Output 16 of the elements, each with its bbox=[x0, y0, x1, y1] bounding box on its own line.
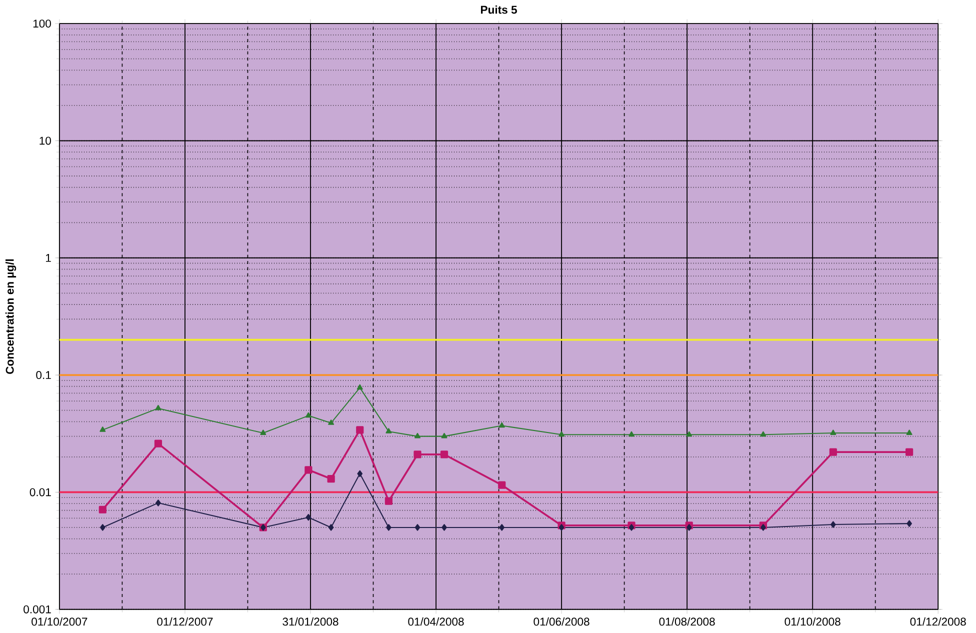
chart-title: Puits 5 bbox=[481, 5, 517, 14]
y-axis-title: Concentration en µg/l bbox=[5, 259, 16, 374]
x-tick-label: 01/10/2007 bbox=[32, 617, 88, 626]
y-tick-label: 1 bbox=[46, 254, 51, 262]
y-tick-label: 10 bbox=[40, 136, 51, 145]
x-tick-label: 01/10/2008 bbox=[784, 617, 840, 626]
y-tick-label: 0.001 bbox=[24, 605, 51, 614]
x-tick-label: 31/01/2008 bbox=[282, 617, 338, 626]
x-tick-label: 01/06/2008 bbox=[534, 617, 590, 626]
y-tick-label: 0.1 bbox=[36, 370, 51, 379]
x-tick-label: 01/08/2008 bbox=[659, 617, 715, 626]
x-tick-label: 01/04/2008 bbox=[408, 617, 464, 626]
x-tick-label: 01/12/2008 bbox=[910, 617, 966, 626]
y-tick-label: 100 bbox=[33, 19, 51, 28]
y-tick-label: 0.01 bbox=[30, 488, 51, 496]
x-tick-label: 01/12/2007 bbox=[157, 617, 213, 626]
